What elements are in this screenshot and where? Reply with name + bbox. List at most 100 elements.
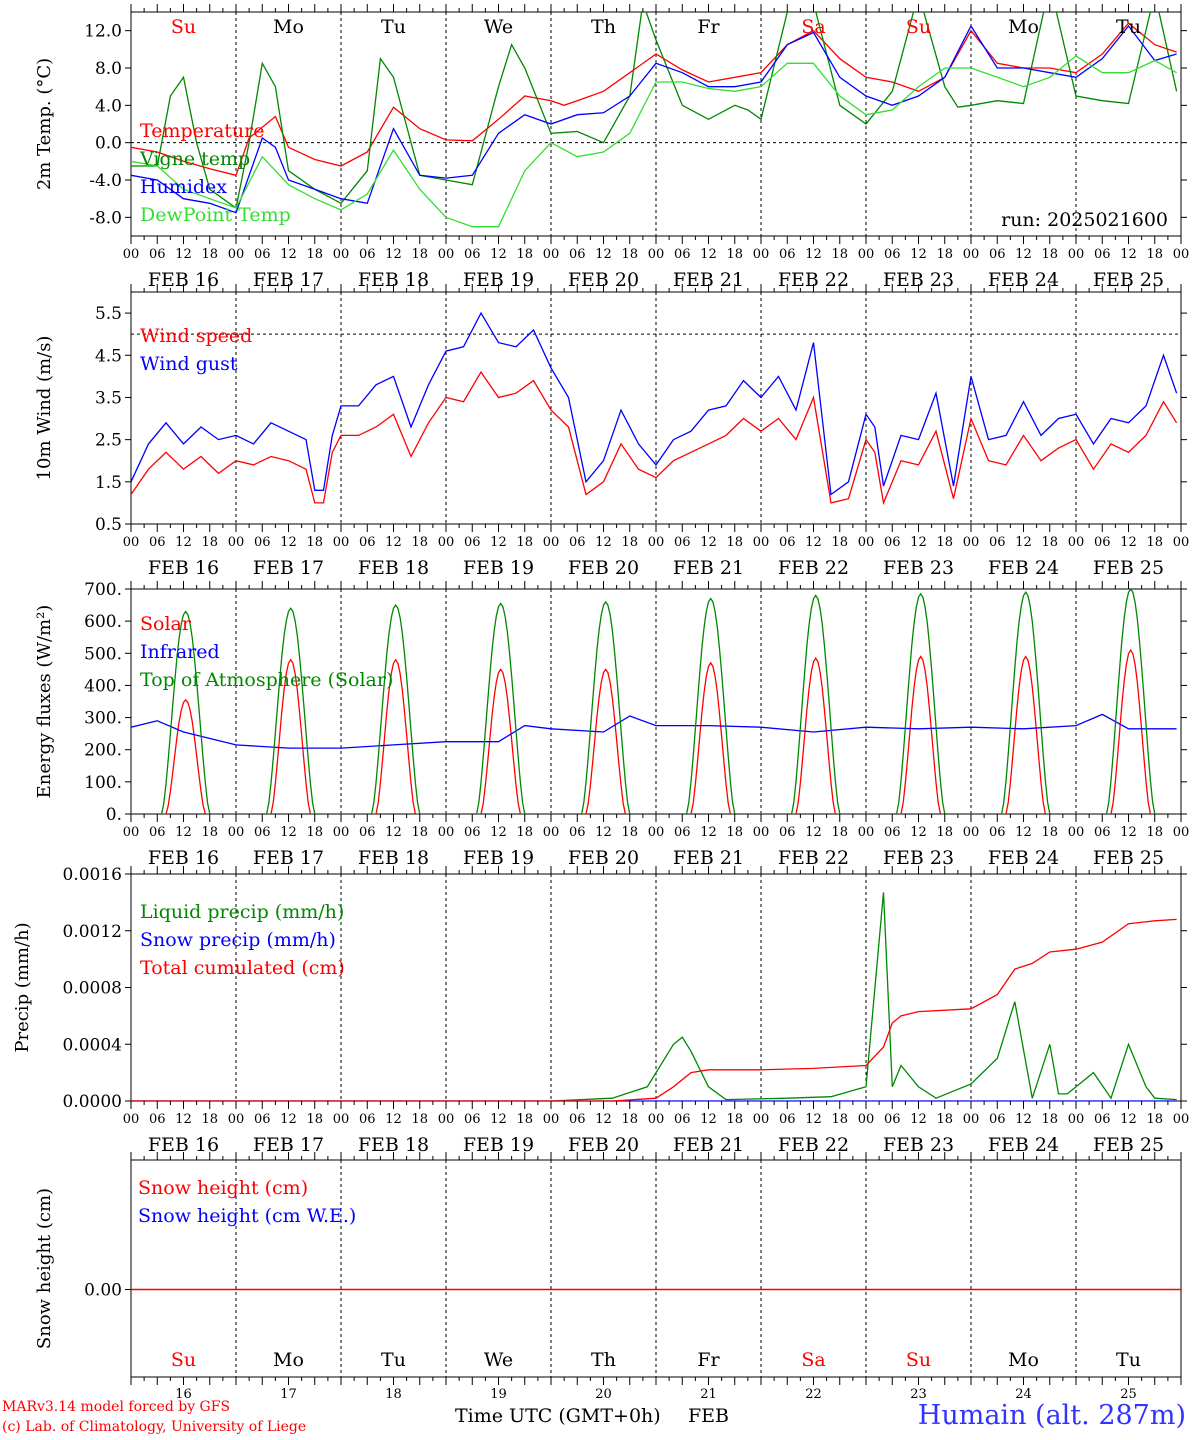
y-tick-label: 700.	[84, 580, 122, 600]
day-name: Su	[906, 16, 931, 38]
hour-label: 18	[201, 825, 218, 840]
date-label: FEB 18	[358, 557, 429, 579]
series-line	[131, 311, 1178, 496]
hour-label: 12	[595, 825, 612, 840]
y-tick-label: 200.	[84, 741, 122, 761]
hour-label: 12	[385, 247, 402, 262]
hour-label: 18	[516, 247, 533, 262]
series-line	[131, 22, 1177, 177]
y-tick-label: 100.	[84, 773, 122, 793]
hour-label: 06	[254, 535, 271, 550]
date-label: FEB 17	[253, 269, 324, 291]
hour-label: 12	[490, 247, 507, 262]
day-number: 19	[490, 1387, 507, 1402]
series-line	[131, 918, 1177, 1101]
hour-label: 06	[989, 825, 1006, 840]
hour-label: 12	[280, 825, 297, 840]
hour-label: 06	[1094, 825, 1111, 840]
hour-label: 12	[700, 247, 717, 262]
hour-label: 18	[936, 1112, 953, 1127]
y-tick-label: 0.0004	[63, 1035, 122, 1055]
hour-label: 06	[464, 535, 481, 550]
hour-label: 18	[201, 535, 218, 550]
hour-label: 18	[621, 247, 638, 262]
hour-label: 12	[910, 247, 927, 262]
day-name: We	[484, 16, 513, 38]
hour-label: 00	[1173, 1112, 1190, 1127]
hour-label: 00	[1173, 825, 1190, 840]
hour-label: 12	[805, 1112, 822, 1127]
hour-label: 18	[1146, 535, 1163, 550]
panel-4: 0.0016 0.0012 0.0008 0.0004 0.0000 Precip (mm…	[12, 865, 1189, 1156]
date-label: FEB 25	[1093, 269, 1164, 291]
legend-entry: Vigne temp	[139, 148, 250, 170]
hour-label: 18	[621, 535, 638, 550]
hour-label: 00	[123, 825, 140, 840]
legend-entry: Wind speed	[140, 325, 252, 347]
y-axis-label: Snow height (cm)	[34, 1188, 55, 1349]
hour-label: 00	[228, 1112, 245, 1127]
panel-1: 12.0 8.0 4.0 0.0 -4.0 -8.0 2m Temp. (°C) Temper…	[34, 4, 1189, 291]
hour-label: 18	[411, 535, 428, 550]
hour-label: 12	[910, 535, 927, 550]
hour-label: 18	[516, 1112, 533, 1127]
day-number: 23	[910, 1387, 927, 1402]
legend-entry: Temperature	[140, 120, 264, 142]
date-label: FEB 23	[883, 557, 954, 579]
hour-label: 18	[411, 825, 428, 840]
legend-entry: Snow height (cm)	[138, 1177, 308, 1199]
station-title: Humain (alt. 287m)	[917, 1400, 1186, 1431]
hour-label: 06	[569, 825, 586, 840]
hour-label: 00	[228, 825, 245, 840]
hour-label: 06	[359, 825, 376, 840]
hour-label: 06	[464, 247, 481, 262]
hour-label: 00	[753, 825, 770, 840]
date-label: FEB 16	[148, 269, 219, 291]
panel-3: 700. 600. 500. 400. 300. 200. 100. 0. Energy flu…	[34, 580, 1189, 869]
day-name: Mo	[273, 16, 304, 38]
hour-label: 00	[753, 247, 770, 262]
hour-label: 00	[438, 825, 455, 840]
date-label: FEB 19	[463, 269, 534, 291]
hour-label: 00	[333, 825, 350, 840]
hour-label: 00	[858, 825, 875, 840]
y-tick-label: 0.0008	[63, 979, 122, 999]
date-label: FEB 18	[358, 847, 429, 869]
hour-label: 00	[1173, 535, 1190, 550]
hour-label: 00	[333, 1112, 350, 1127]
date-label: FEB 23	[883, 269, 954, 291]
y-tick-label: 3.5	[95, 388, 122, 408]
hour-label: 12	[175, 535, 192, 550]
y-tick-label: 400.	[84, 676, 122, 696]
panel-frame	[130, 588, 1182, 815]
y-tick-label: -8.0	[89, 208, 122, 228]
hour-label: 06	[884, 825, 901, 840]
hour-label: 06	[464, 1112, 481, 1127]
hour-label: 18	[201, 247, 218, 262]
hour-label: 06	[779, 1112, 796, 1127]
y-tick-label: 0.5	[95, 515, 122, 535]
hour-label: 12	[595, 535, 612, 550]
day-number: 16	[175, 1387, 192, 1402]
hour-label: 12	[805, 247, 822, 262]
hour-label: 12	[280, 247, 297, 262]
day-name: We	[484, 1349, 513, 1371]
hour-label: 06	[149, 1112, 166, 1127]
hour-label: 06	[884, 247, 901, 262]
hour-label: 18	[411, 1112, 428, 1127]
hour-label: 12	[1015, 247, 1032, 262]
hour-label: 06	[464, 825, 481, 840]
hour-label: 00	[123, 535, 140, 550]
hour-label: 18	[936, 825, 953, 840]
panel-frame	[130, 11, 1182, 237]
day-name: Th	[591, 1349, 616, 1371]
y-tick-label: 2.5	[95, 431, 122, 451]
hour-label: 00	[543, 825, 560, 840]
day-name: Tu	[1116, 16, 1141, 38]
day-name: Sa	[801, 16, 825, 38]
date-label: FEB 17	[253, 557, 324, 579]
date-label: FEB 17	[253, 1134, 324, 1156]
hour-label: 06	[674, 1112, 691, 1127]
y-tick-label: 4.0	[95, 96, 122, 116]
y-axis-label: 10m Wind (m/s)	[34, 336, 55, 481]
